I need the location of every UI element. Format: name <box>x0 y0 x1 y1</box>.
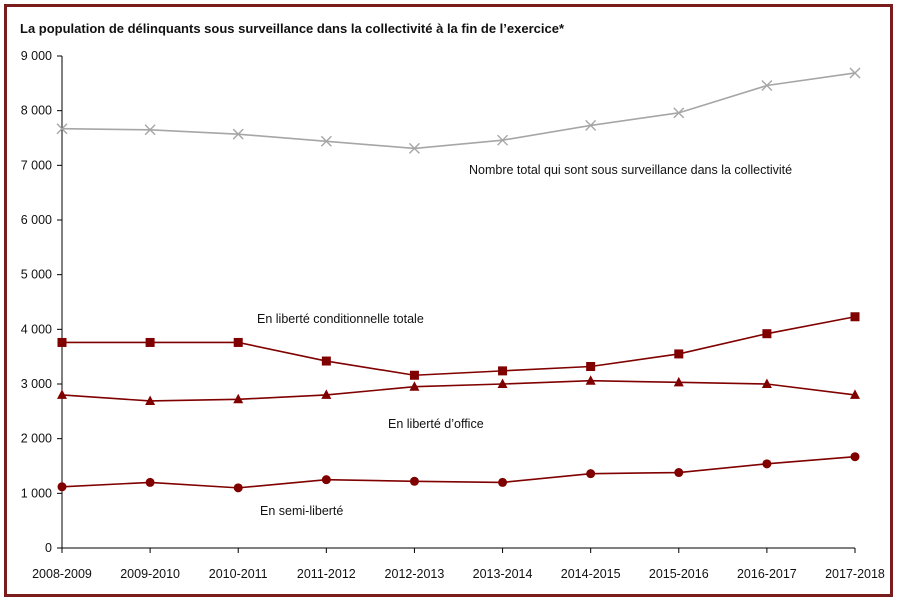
data-point-circle-marker <box>498 477 508 487</box>
data-point-square-marker <box>145 337 155 347</box>
data-point-triangle-marker <box>57 389 67 399</box>
data-point-x-marker <box>232 128 244 140</box>
y-tick-label: 1 000 <box>21 486 52 500</box>
data-point-x-marker <box>673 107 685 119</box>
series-conditionnelle <box>57 312 860 380</box>
y-tick-label: 6 000 <box>21 213 52 227</box>
series-label-total: Nombre total qui sont sous surveillance … <box>469 163 792 177</box>
x-marker-stroke <box>232 128 244 140</box>
x-marker-stroke <box>408 142 420 154</box>
data-point-square-marker <box>586 362 596 372</box>
x-marker-stroke <box>849 67 861 79</box>
data-point-triangle-marker <box>585 375 596 385</box>
data-point-triangle-marker <box>233 393 244 404</box>
series-line-total <box>61 72 856 150</box>
x-tick-label: 2013-2014 <box>473 567 533 581</box>
data-point-x-marker <box>320 135 332 147</box>
x-tick-label: 2016-2017 <box>737 567 797 581</box>
y-tick-label: 3 000 <box>21 377 52 391</box>
y-tick-label: 0 <box>45 541 52 555</box>
axes: 0 1 000 2 000 3 000 4 000 5 000 6 000 7 000 8 00… <box>21 49 885 581</box>
data-point-x-marker <box>849 67 861 79</box>
x-marker-stroke <box>56 123 68 135</box>
data-point-triangle-marker <box>673 376 684 387</box>
data-point-circle-marker <box>409 476 419 486</box>
data-point-x-marker <box>497 134 509 146</box>
y-tick-label: 5 000 <box>21 268 52 282</box>
data-point-square-marker <box>409 370 419 380</box>
data-point-square-marker <box>850 312 860 322</box>
x-marker-stroke <box>673 107 685 119</box>
x-marker-stroke <box>585 119 597 131</box>
data-point-triangle-marker <box>409 381 420 391</box>
series-label-semi: En semi-liberté <box>260 504 343 518</box>
y-tick-label: 7 000 <box>21 158 52 172</box>
x-tick-label: 2017-2018 <box>825 567 885 581</box>
data-point-circle-marker <box>57 482 67 492</box>
x-tick-label: 2009-2010 <box>120 567 180 581</box>
series-total <box>56 67 861 154</box>
y-tick-label: 4 000 <box>21 322 52 336</box>
series-line-conditionnelle <box>62 315 856 377</box>
y-tick-label: 9 000 <box>21 49 52 63</box>
y-tick-label: 8 000 <box>21 104 52 118</box>
data-point-circle-marker <box>850 452 860 462</box>
series-line-office <box>61 379 856 402</box>
data-point-triangle-marker <box>850 389 860 399</box>
data-point-x-marker <box>56 123 68 135</box>
series-label-office: En liberté d’office <box>388 417 484 431</box>
data-point-circle-marker <box>145 477 155 487</box>
data-point-x-marker <box>408 142 420 154</box>
data-point-square-marker <box>498 366 508 376</box>
series-line-semi <box>61 455 856 489</box>
data-point-square-marker <box>674 349 684 359</box>
series-layer <box>56 67 861 493</box>
x-marker-stroke <box>144 124 156 136</box>
x-tick-label: 2014-2015 <box>561 567 621 581</box>
data-point-x-marker <box>761 80 773 92</box>
data-point-circle-marker <box>762 459 772 469</box>
x-marker-stroke <box>320 135 332 147</box>
series-label-conditionnelle: En liberté conditionnelle totale <box>257 312 424 326</box>
data-point-square-marker <box>57 337 67 347</box>
x-marker-stroke <box>761 80 773 92</box>
y-tick-label: 2 000 <box>21 432 52 446</box>
data-point-triangle-marker <box>321 389 332 399</box>
chart-title: La population de délinquants sous survei… <box>20 21 565 36</box>
series-office <box>57 375 860 405</box>
x-tick-label: 2011-2012 <box>297 567 356 581</box>
x-tick-label: 2008-2009 <box>32 567 92 581</box>
series-semi <box>57 452 860 493</box>
data-point-circle-marker <box>321 475 331 485</box>
series-labels: Nombre total qui sont sous surveillance … <box>257 163 792 518</box>
data-point-circle-marker <box>233 483 243 493</box>
data-point-circle-marker <box>674 468 684 478</box>
data-point-x-marker <box>144 124 156 136</box>
data-point-x-marker <box>585 119 597 131</box>
data-point-square-marker <box>762 329 772 339</box>
data-point-triangle-marker <box>145 395 156 405</box>
x-tick-label: 2010-2011 <box>209 567 268 581</box>
data-point-triangle-marker <box>761 378 772 388</box>
x-marker-stroke <box>497 134 509 146</box>
data-point-square-marker <box>233 337 243 347</box>
x-tick-label: 2015-2016 <box>649 567 709 581</box>
data-point-circle-marker <box>586 469 596 479</box>
chart-frame <box>4 4 893 597</box>
data-point-triangle-marker <box>497 378 508 388</box>
data-point-square-marker <box>321 356 331 366</box>
x-tick-label: 2012-2013 <box>385 567 445 581</box>
